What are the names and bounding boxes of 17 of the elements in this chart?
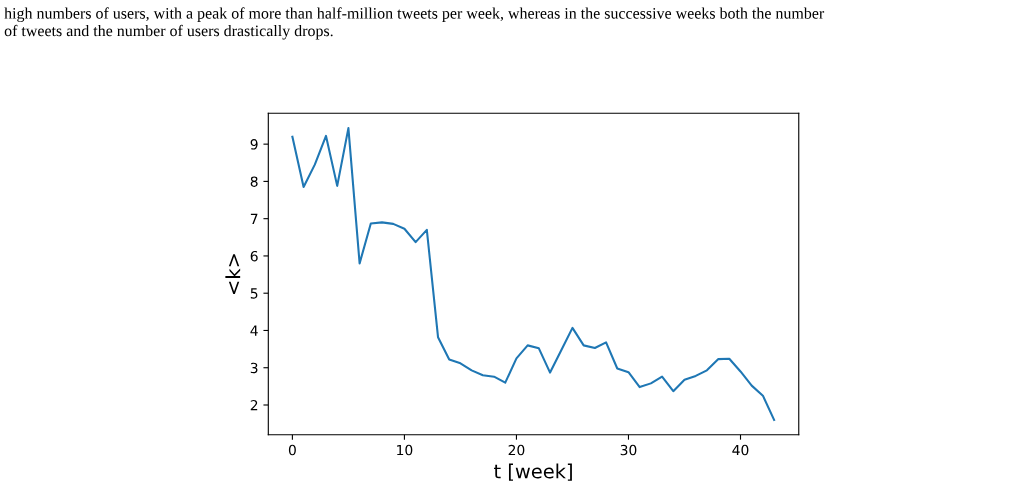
x-tick-label: 30 xyxy=(620,444,637,456)
x-tick-label: 0 xyxy=(288,444,296,456)
x-tick-label: 10 xyxy=(397,444,413,456)
y-tick-label: 2 xyxy=(250,399,258,411)
y-tick-label: 8 xyxy=(250,176,258,187)
y-axis-title: <k> xyxy=(225,254,241,294)
y-tick-label: 7 xyxy=(250,213,258,224)
line-series xyxy=(291,127,776,421)
text: high numbers of users, with a peak of more than half-million tweets per week, whereas in the successive weeks both the number of tweets and the number of users drastically drops. xyxy=(4,7,825,40)
x-tick-label: 40 xyxy=(732,444,749,456)
y-tick-label: 5 xyxy=(250,288,258,299)
x-tick-label: 20 xyxy=(508,444,525,456)
y-tick-label: 3 xyxy=(250,362,258,374)
y-tick-label: 9 xyxy=(250,139,258,150)
y-tick-label: 4 xyxy=(250,325,258,336)
x-axis-title: t [week] xyxy=(494,463,572,481)
y-tick-label: 6 xyxy=(250,250,258,262)
